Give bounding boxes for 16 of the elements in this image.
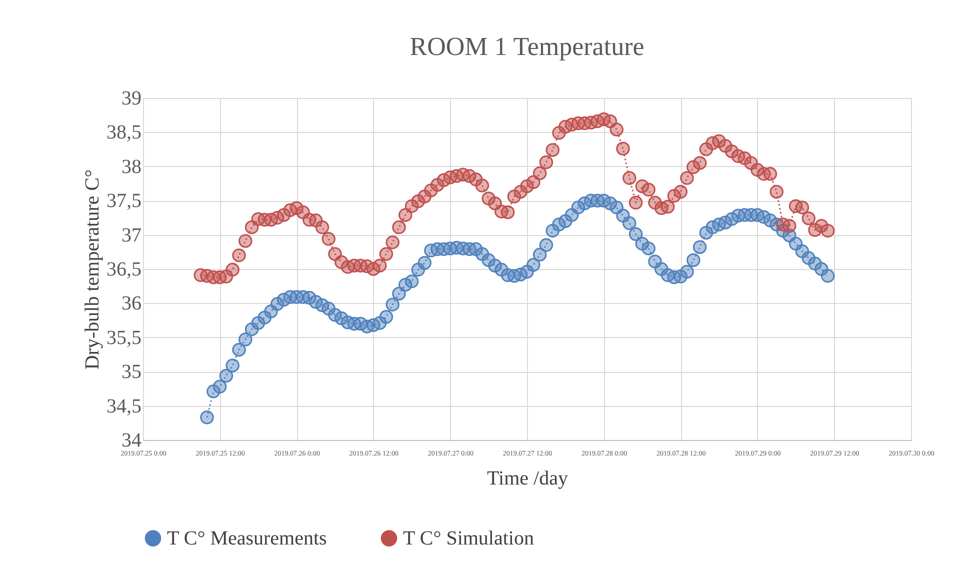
y-tick-label: 37,5 bbox=[106, 190, 142, 212]
y-tick-label: 35 bbox=[122, 361, 142, 384]
legend-label: T C° Measurements bbox=[167, 527, 328, 550]
y-tick-label: 38 bbox=[122, 156, 142, 178]
y-tick-label: 39 bbox=[122, 88, 142, 110]
y-tick-label: 38,5 bbox=[106, 122, 142, 144]
y-axis-title: Dry-bulb temperature C° bbox=[82, 169, 104, 370]
y-tick-label: 35,5 bbox=[106, 326, 142, 349]
y-tick-label: 34,5 bbox=[106, 395, 142, 418]
legend-label: T C° Simulation bbox=[403, 527, 534, 550]
chart-title: ROOM 1 Temperature bbox=[410, 32, 644, 61]
x-axis-title: Time /day bbox=[487, 468, 568, 490]
y-tick-label: 37 bbox=[122, 224, 142, 246]
y-tick-label: 36 bbox=[122, 292, 142, 315]
y-tick-label: 34 bbox=[122, 430, 142, 452]
y-tick-label: 36,5 bbox=[106, 258, 142, 280]
